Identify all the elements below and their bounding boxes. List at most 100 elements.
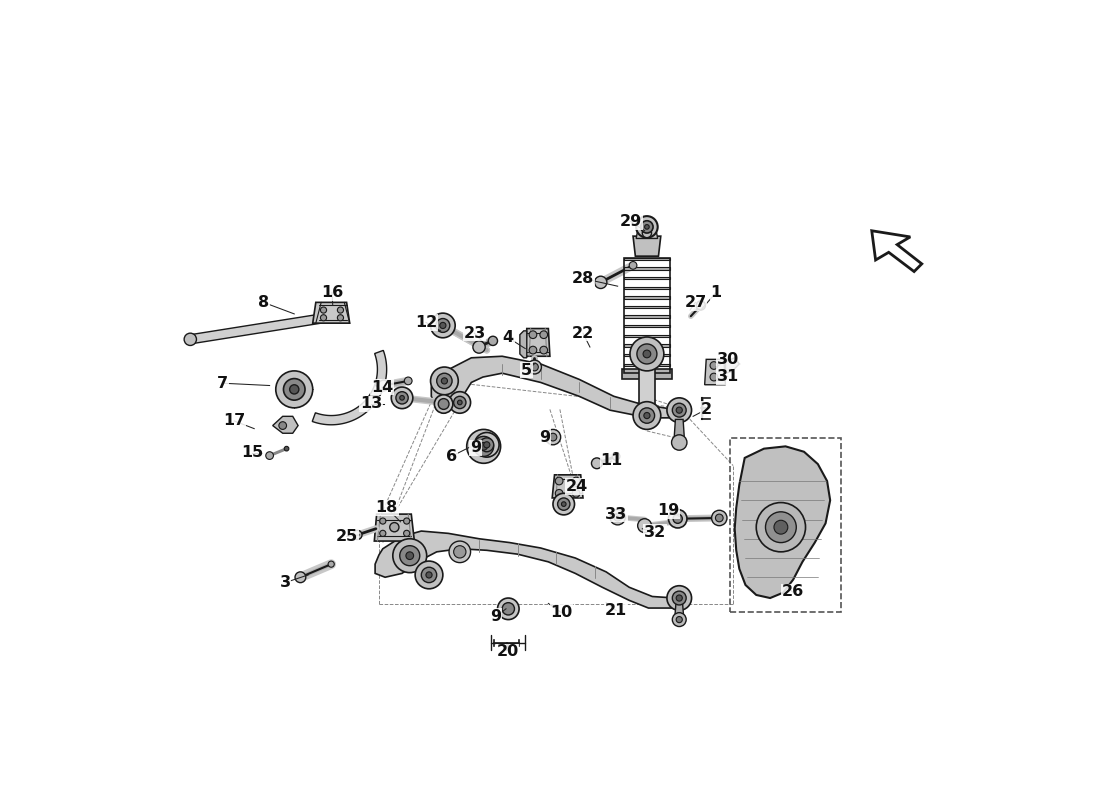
Circle shape	[766, 512, 796, 542]
Circle shape	[406, 552, 414, 559]
Circle shape	[711, 373, 717, 381]
Text: 12: 12	[415, 315, 437, 330]
Polygon shape	[726, 358, 739, 373]
Circle shape	[634, 402, 661, 430]
Circle shape	[320, 314, 327, 321]
Circle shape	[488, 336, 497, 346]
Polygon shape	[674, 419, 684, 442]
Text: 26: 26	[781, 584, 804, 599]
Circle shape	[712, 510, 727, 526]
Circle shape	[279, 422, 287, 430]
Circle shape	[558, 498, 570, 510]
Polygon shape	[674, 600, 684, 619]
Circle shape	[711, 362, 717, 370]
Circle shape	[392, 387, 412, 409]
Circle shape	[284, 378, 305, 400]
Text: 1: 1	[711, 285, 722, 300]
Text: 23: 23	[463, 326, 485, 341]
Polygon shape	[624, 286, 670, 289]
Circle shape	[266, 452, 274, 459]
Circle shape	[540, 331, 548, 338]
Circle shape	[637, 344, 657, 364]
Circle shape	[438, 398, 449, 410]
Polygon shape	[624, 325, 670, 327]
Polygon shape	[624, 258, 670, 260]
Circle shape	[473, 341, 485, 353]
Text: 30: 30	[716, 352, 739, 367]
Polygon shape	[705, 359, 726, 385]
Circle shape	[672, 591, 686, 605]
Circle shape	[426, 572, 432, 578]
Circle shape	[276, 371, 312, 408]
Text: 4: 4	[503, 330, 514, 346]
Circle shape	[639, 408, 654, 423]
Circle shape	[672, 613, 686, 626]
Circle shape	[676, 617, 682, 622]
Polygon shape	[623, 370, 671, 379]
Circle shape	[645, 225, 649, 230]
Text: 9: 9	[491, 609, 502, 624]
Text: 13: 13	[360, 397, 383, 411]
Circle shape	[184, 333, 197, 346]
Circle shape	[378, 380, 389, 391]
Polygon shape	[624, 306, 670, 308]
Circle shape	[696, 301, 705, 310]
Polygon shape	[526, 329, 550, 356]
Polygon shape	[312, 385, 383, 425]
Circle shape	[546, 430, 561, 445]
Circle shape	[399, 395, 405, 400]
Circle shape	[572, 490, 580, 497]
Text: 8: 8	[257, 295, 270, 310]
Text: 9: 9	[539, 430, 550, 445]
Circle shape	[502, 602, 515, 615]
Circle shape	[474, 436, 494, 456]
Circle shape	[458, 400, 462, 405]
Text: 22: 22	[572, 326, 594, 341]
Circle shape	[676, 407, 682, 414]
Circle shape	[592, 458, 603, 469]
Text: 18: 18	[375, 501, 398, 515]
Circle shape	[474, 433, 499, 457]
Circle shape	[430, 313, 455, 338]
Polygon shape	[624, 277, 670, 279]
Polygon shape	[552, 475, 583, 498]
Text: 27: 27	[684, 295, 706, 310]
Polygon shape	[634, 236, 661, 256]
Circle shape	[595, 276, 607, 289]
Circle shape	[667, 398, 692, 422]
Polygon shape	[624, 296, 670, 298]
Circle shape	[672, 403, 686, 417]
Circle shape	[497, 598, 519, 619]
Circle shape	[440, 322, 446, 329]
Circle shape	[529, 331, 537, 338]
Circle shape	[629, 262, 637, 270]
Text: 28: 28	[572, 271, 594, 286]
Circle shape	[669, 510, 686, 528]
Circle shape	[436, 318, 450, 332]
Polygon shape	[273, 416, 298, 434]
Text: 16: 16	[321, 285, 343, 300]
Circle shape	[641, 221, 653, 233]
Text: 20: 20	[496, 645, 519, 659]
Circle shape	[466, 430, 500, 463]
Circle shape	[638, 518, 651, 533]
Circle shape	[715, 514, 723, 522]
Circle shape	[671, 435, 686, 450]
Circle shape	[673, 514, 682, 523]
Circle shape	[480, 438, 494, 452]
Text: 15: 15	[241, 445, 263, 460]
Circle shape	[338, 314, 343, 321]
Polygon shape	[636, 230, 658, 238]
Polygon shape	[375, 350, 386, 388]
Circle shape	[453, 546, 466, 558]
Text: 10: 10	[550, 605, 573, 620]
Circle shape	[389, 522, 399, 532]
Polygon shape	[735, 446, 830, 598]
Polygon shape	[624, 334, 670, 337]
Text: 3: 3	[279, 575, 290, 590]
Text: 9: 9	[470, 440, 481, 455]
Polygon shape	[624, 315, 670, 318]
Text: 33: 33	[605, 506, 627, 522]
Text: 21: 21	[605, 603, 627, 618]
Circle shape	[415, 561, 443, 589]
